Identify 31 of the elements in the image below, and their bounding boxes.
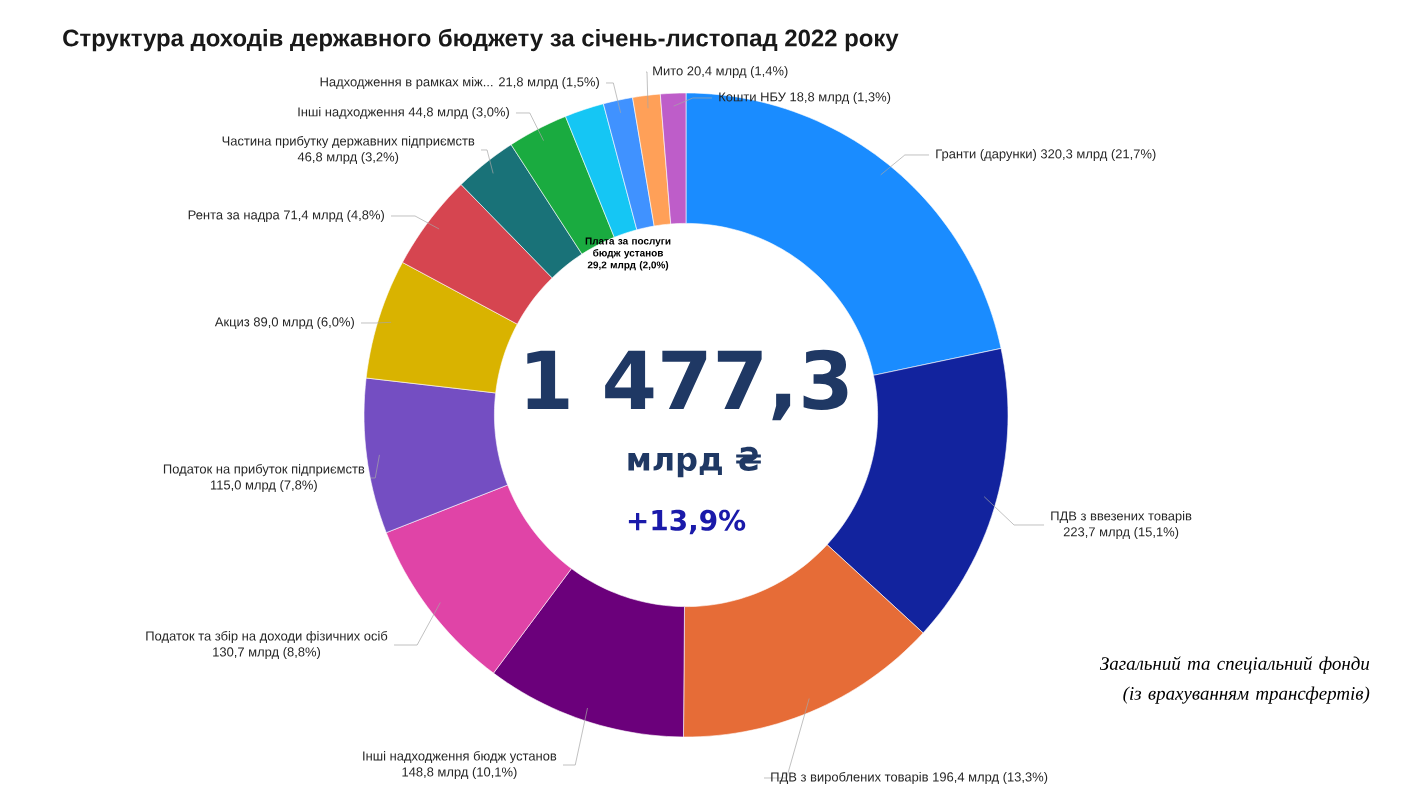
data-label: 130,7 млрд (8,8%) [213, 646, 321, 660]
slice-label: Податок та збір на доходи фізичних осіб [146, 630, 388, 644]
data-label: 29,2 млрд (2,0%) [587, 261, 669, 271]
data-label: 71,4 млрд (4,8%) [284, 209, 384, 223]
data-label: 320,3 млрд (21,7%) [1040, 148, 1156, 162]
data-label: 89,0 млрд (6,0%) [253, 316, 354, 330]
data-label: 21,8 млрд (1,5%) [498, 76, 599, 89]
data-label: 223,7 млрд (15,1%) [1063, 526, 1179, 539]
slice-label: Надходження в рамках між... [320, 76, 493, 89]
data-label: 115,0 млрд (7,8%) [210, 479, 317, 493]
slice-label: Рента за надра [188, 210, 280, 223]
data-label: 18,8 млрд (1,3%) [790, 91, 891, 105]
data-label: 148,8 млрд (10,1%) [402, 767, 517, 780]
text: 1 477,3 [527, 349, 848, 421]
text: млрд ₴ [628, 446, 761, 478]
slice-label: Частина прибутку державних підприємств [222, 135, 475, 149]
slice-label: Мито [653, 66, 683, 76]
slice-label: Гранти (дарунки) [936, 148, 1037, 162]
slice-label: Інші надходження [298, 106, 404, 119]
text: Загальний та спеціальний фонди (із врахуванням трансфертів) [1099, 656, 1370, 704]
data-label: 20,4 млрд (1,4%) [687, 65, 788, 79]
slice-label: ПДВ з ввезених товарів [1051, 510, 1192, 524]
slice-label: ПДВ з вироблених товарів [771, 771, 928, 785]
data-label: 196,4 млрд (13,3%) [933, 772, 1048, 785]
slice-label: Податок на прибуток підприємств [163, 463, 365, 477]
data-label: 46,8 млрд (3,2%) [297, 151, 399, 165]
slice-label: Акциз [214, 317, 250, 329]
chart-title: Структура доходів державного бюджету за січень-листопад 2022 року [63, 28, 899, 52]
text: +13,9% [628, 509, 746, 535]
slice-label: Інші надходження бюдж установ [363, 750, 557, 764]
data-label: 44,8 млрд (3,0%) [408, 106, 509, 120]
